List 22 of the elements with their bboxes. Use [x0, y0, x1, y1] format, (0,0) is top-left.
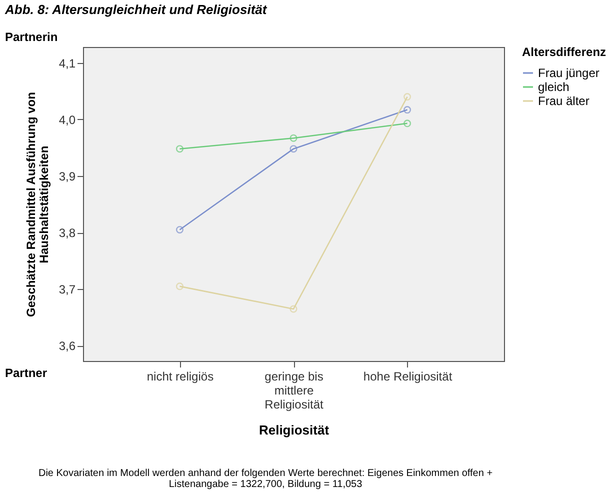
legend-label: gleich: [538, 80, 570, 94]
legend-label: Frau älter: [538, 94, 590, 108]
legend-label: Frau jünger: [538, 66, 600, 80]
text: Partnerin: [5, 30, 58, 44]
point: [290, 145, 298, 153]
y-tick-label: 4,0: [58, 112, 76, 127]
y-tick-label: 3,8: [58, 226, 76, 240]
chart-title: Abb. 8: Altersungleichheit und Religiosität: [4, 2, 268, 17]
y-tick-label: 4,1: [58, 56, 76, 70]
y-axis-title: Geschätzte Randmittel Ausführung von Haushaltstätigkeiten: [24, 92, 51, 317]
x-tick-label: nicht religiös: [146, 370, 214, 384]
point: [290, 305, 298, 313]
legend-title: Altersdifferenz: [522, 45, 606, 59]
point: [290, 134, 298, 142]
x-tick-label: geringe bis mittlere Religiosität: [264, 370, 324, 412]
y-tick-label: 3,6: [58, 339, 76, 354]
y-tick-label: 3,9: [58, 169, 76, 184]
text: Die Kovariaten im Modell werden anhand der folgenden Werte berechnet: Eigenes Einkommen offen + Listenangabe = 1322,700, Bildung = 11,053: [38, 468, 493, 490]
text: Partner: [5, 366, 48, 380]
x-tick-label: hohe Religiosität: [363, 370, 453, 384]
y-tick-label: 3,7: [58, 282, 76, 297]
x-axis-title: Religiosität: [258, 422, 330, 438]
